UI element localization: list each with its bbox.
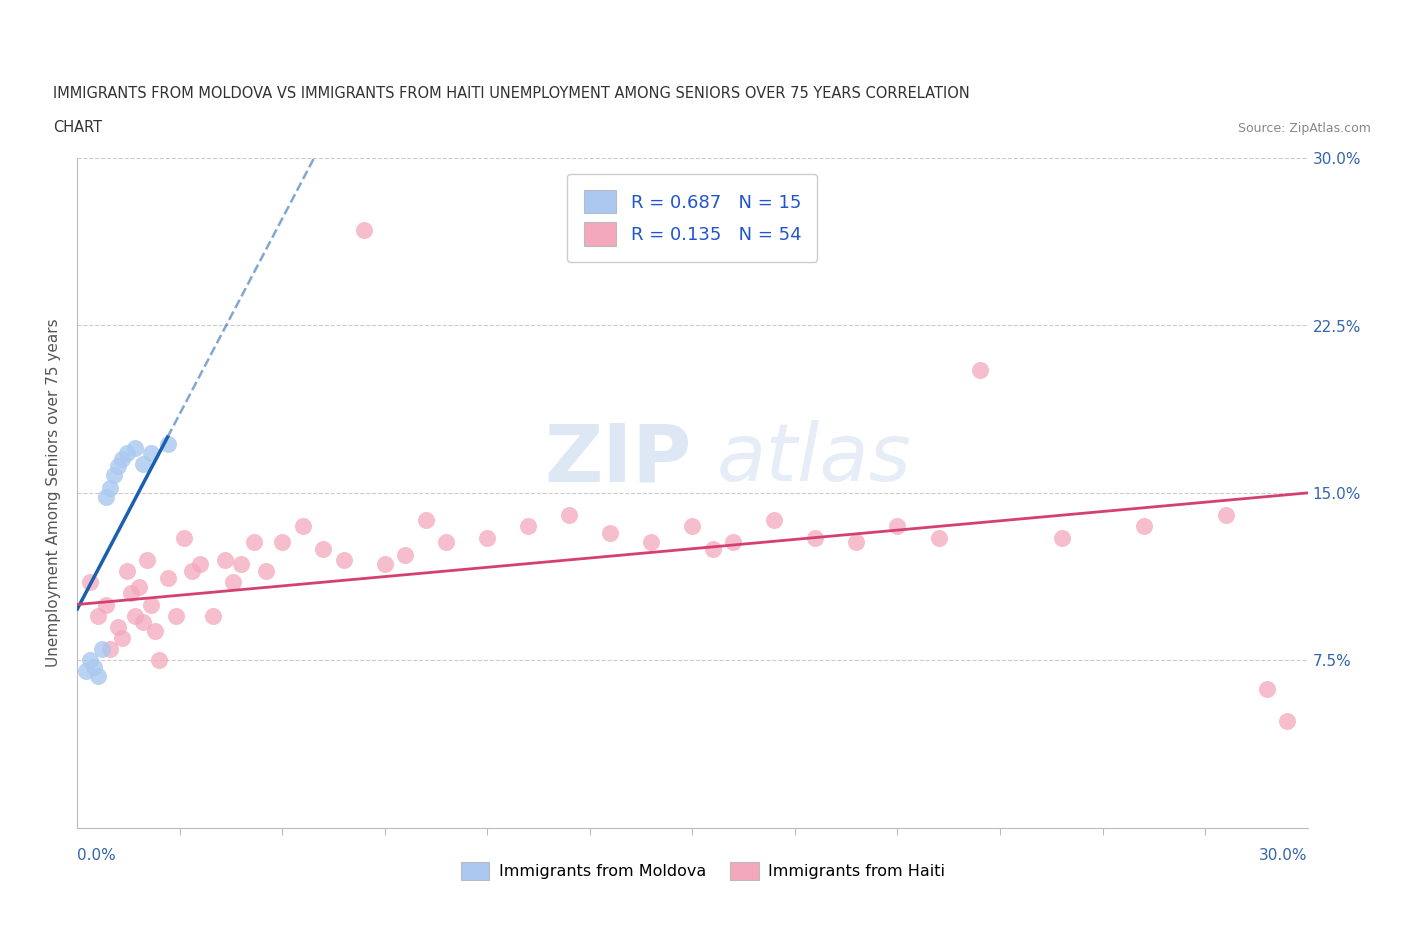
Point [132, 457, 155, 472]
Point [165, 608, 187, 623]
Point [254, 564, 277, 578]
Text: ZIP: ZIP [546, 420, 692, 498]
Point [124, 441, 146, 456]
Point [353, 222, 375, 237]
Point [682, 519, 704, 534]
Point [98, 481, 121, 496]
Point [242, 535, 264, 550]
Point [702, 541, 724, 556]
Text: IMMIGRANTS FROM MOLDOVA VS IMMIGRANTS FROM HAITI UNEMPLOYMENT AMONG SENIORS OVER: IMMIGRANTS FROM MOLDOVA VS IMMIGRANTS FR… [53, 86, 970, 100]
Point [271, 535, 294, 550]
Point [517, 519, 540, 534]
Point [1256, 682, 1278, 697]
Point [723, 535, 745, 550]
Point [173, 530, 195, 545]
Point [312, 541, 335, 556]
Point [222, 575, 245, 590]
Text: CHART: CHART [53, 120, 103, 135]
Point [103, 468, 125, 483]
Legend: R = 0.687   N = 15, R = 0.135   N = 54: R = 0.687 N = 15, R = 0.135 N = 54 [568, 174, 817, 261]
Point [436, 535, 458, 550]
Point [94, 597, 117, 612]
Point [128, 579, 150, 594]
Legend: Immigrants from Moldova, Immigrants from Haiti: Immigrants from Moldova, Immigrants from… [454, 856, 952, 886]
Point [477, 530, 499, 545]
Point [94, 490, 117, 505]
Point [115, 564, 138, 578]
Text: Source: ZipAtlas.com: Source: ZipAtlas.com [1237, 122, 1371, 135]
Point [558, 508, 581, 523]
Point [231, 557, 253, 572]
Point [1275, 713, 1298, 728]
Point [214, 552, 236, 567]
Point [394, 548, 416, 563]
Point [132, 615, 155, 630]
Point [374, 557, 396, 572]
Point [201, 608, 224, 623]
Point [928, 530, 950, 545]
Point [120, 586, 142, 601]
Point [188, 557, 212, 572]
Point [763, 512, 786, 527]
Point [599, 525, 621, 540]
Point [415, 512, 437, 527]
Point [87, 608, 110, 623]
Point [141, 597, 163, 612]
Point [111, 452, 134, 467]
Text: 30.0%: 30.0% [1260, 848, 1308, 863]
Point [141, 445, 163, 460]
Point [291, 519, 314, 534]
Point [886, 519, 908, 534]
Point [333, 552, 356, 567]
Point [115, 445, 138, 460]
Point [79, 575, 101, 590]
Point [1132, 519, 1154, 534]
Point [75, 664, 97, 679]
Point [87, 669, 110, 684]
Point [136, 552, 159, 567]
Point [1215, 508, 1237, 523]
Point [804, 530, 827, 545]
Text: atlas: atlas [717, 420, 912, 498]
Point [156, 570, 179, 585]
Point [107, 619, 129, 634]
Point [1050, 530, 1073, 545]
Point [156, 436, 179, 451]
Point [969, 363, 991, 378]
Point [640, 535, 662, 550]
Point [181, 564, 204, 578]
Point [98, 642, 121, 657]
Point [124, 608, 146, 623]
Y-axis label: Unemployment Among Seniors over 75 years: Unemployment Among Seniors over 75 years [46, 319, 62, 667]
Point [79, 653, 101, 668]
Point [83, 659, 105, 674]
Point [90, 642, 114, 657]
Point [845, 535, 868, 550]
Point [111, 631, 134, 645]
Text: 0.0%: 0.0% [77, 848, 117, 863]
Point [143, 624, 166, 639]
Point [107, 458, 129, 473]
Point [148, 653, 170, 668]
